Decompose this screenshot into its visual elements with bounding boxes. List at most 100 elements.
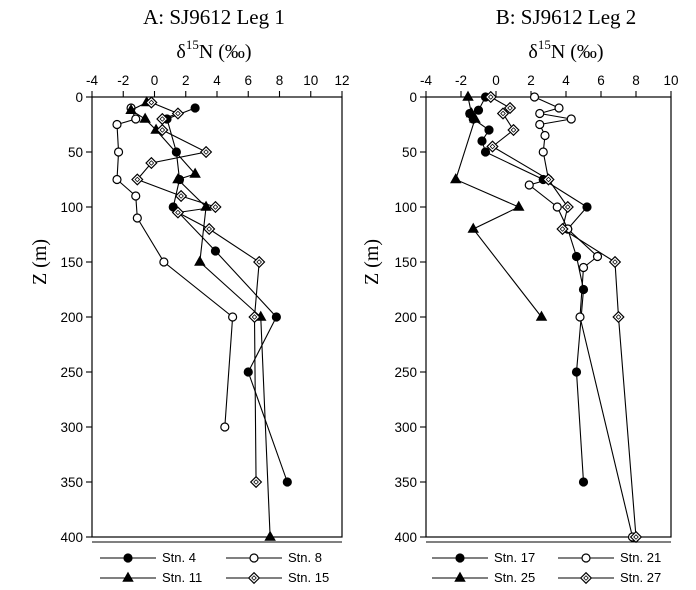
panel-a-series [112, 96, 292, 541]
data-point [271, 312, 281, 322]
y-tick-label: 150 [60, 255, 83, 270]
x-tick-label: 0 [492, 73, 500, 88]
diamond-inner [545, 176, 552, 183]
data-point [249, 475, 263, 489]
y-tick-label: 100 [60, 200, 83, 215]
diamond-inner [159, 127, 166, 133]
data-point [194, 255, 206, 266]
data-point [172, 173, 184, 184]
legend-label: Stn. 27 [620, 570, 661, 585]
data-point [112, 174, 122, 185]
diamond-inner [253, 479, 259, 485]
data-point [145, 96, 158, 109]
data-point [582, 202, 592, 212]
panel-b-x-axis-label: δ15N (‰) [528, 37, 603, 63]
x-tick-label: 2 [527, 73, 535, 88]
panel-a-plot-frame [91, 96, 343, 538]
diamond-inner [615, 314, 622, 320]
diamond-inner [159, 116, 166, 122]
x-tick-label: 0 [151, 73, 159, 88]
x-tick-label: 6 [597, 73, 605, 88]
data-point [571, 251, 582, 262]
data-point [535, 108, 545, 119]
legend-label: Stn. 21 [620, 550, 661, 565]
panel-b-title: B: SJ9612 Leg 2 [496, 5, 637, 29]
diamond-outline [496, 107, 510, 120]
diamond-outline [199, 145, 213, 159]
diamond-outline [486, 140, 499, 153]
data-point [575, 312, 585, 322]
diamond-outline [507, 123, 520, 137]
data-point [529, 92, 540, 102]
data-point [139, 112, 151, 123]
y-tick-label: 50 [402, 145, 417, 160]
diamond-inner [178, 193, 184, 199]
data-point [125, 103, 137, 114]
diamond-outline [484, 90, 497, 104]
data-point [486, 140, 499, 153]
x-tick-label: 4 [562, 73, 570, 88]
data-point [473, 105, 484, 115]
y-tick-label: 150 [394, 255, 417, 270]
diamond-outline [612, 310, 625, 324]
y-tick-label: 300 [394, 420, 417, 435]
data-point [209, 200, 222, 214]
diamond-inner [175, 209, 181, 216]
diamond-inner [583, 575, 589, 581]
data-point [503, 101, 517, 115]
data-point [524, 180, 534, 190]
data-point [480, 147, 491, 157]
diamond-outline [556, 222, 569, 236]
panel-b-series [450, 90, 643, 544]
diamond-outline [247, 571, 261, 585]
panel-b-y-axis-label: Z (m) [361, 239, 383, 285]
data-point [131, 114, 141, 124]
diamond-outline [248, 310, 261, 324]
diamond-outline [542, 173, 555, 186]
x-tick-label: 2 [182, 73, 190, 88]
data-point [552, 202, 562, 212]
data-point [578, 262, 589, 273]
data-point [507, 123, 520, 137]
x-tick-label: -4 [420, 73, 432, 88]
diamond-inner [256, 259, 262, 265]
x-tick-label: 10 [303, 73, 318, 88]
data-point [535, 310, 548, 321]
panel-a-title: A: SJ9612 Leg 1 [143, 5, 285, 29]
panel-a-legend: Stn. 4 Stn. 8 Stn. 11 Stn. 15 [92, 541, 342, 585]
data-point [159, 257, 169, 267]
series-line [129, 102, 271, 538]
y-tick-label: 250 [394, 365, 417, 380]
legend-marker [579, 571, 593, 585]
data-point [561, 200, 574, 214]
legend-label: Stn. 8 [288, 550, 322, 565]
data-point [484, 90, 497, 104]
data-point [248, 310, 261, 324]
x-tick-label: -4 [86, 73, 98, 88]
y-tick-label: 0 [75, 90, 83, 105]
data-point [556, 222, 569, 236]
diamond-inner [500, 110, 506, 117]
diamond-inner [134, 176, 141, 183]
data-point [171, 206, 185, 219]
x-tick-label: 12 [334, 73, 349, 88]
data-point [168, 202, 178, 212]
legend-label: Stn. 4 [162, 550, 196, 565]
data-point [203, 222, 216, 236]
data-point [253, 255, 266, 269]
legend-marker [247, 571, 261, 585]
y-tick-label: 250 [60, 365, 83, 380]
data-point [228, 312, 238, 322]
diamond-outline [156, 123, 169, 137]
legend-label: Stn. 15 [288, 570, 329, 585]
diamond-inner [148, 160, 155, 166]
series-line [116, 107, 234, 428]
diamond-inner [251, 314, 258, 320]
y-tick-label: 350 [60, 475, 83, 490]
data-point [112, 119, 122, 130]
data-point [535, 119, 545, 130]
y-tick-label: 100 [394, 200, 417, 215]
data-point [199, 145, 213, 159]
diamond-inner [564, 204, 571, 210]
